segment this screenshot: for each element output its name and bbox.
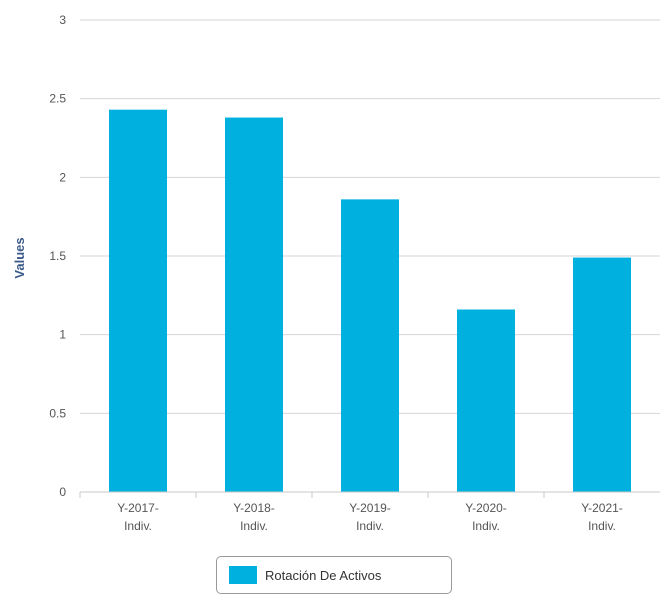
y-tick-label: 2.5 <box>49 92 66 106</box>
x-tick-label: Y-2020- <box>465 501 507 515</box>
x-axis-ticks: Y-2017- Indiv. Y-2018- Indiv. Y-2019- Indiv. Y… <box>117 501 623 533</box>
y-tick-label: 0.5 <box>49 406 66 420</box>
y-tick-label: 0 <box>59 485 66 499</box>
y-tick-label: 3 <box>59 13 66 27</box>
bars <box>109 109 631 493</box>
y-tick-label: 1 <box>59 328 66 342</box>
x-tick-label: Indiv. <box>588 519 616 533</box>
legend[interactable]: Rotación De Activos <box>216 556 452 594</box>
bar[interactable] <box>457 309 515 492</box>
y-axis-ticks: 0 0.5 1 1.5 2 2.5 3 <box>49 13 66 499</box>
x-tick-label: Indiv. <box>356 519 384 533</box>
y-tick-label: 1.5 <box>49 249 66 263</box>
x-tick-label: Y-2017- <box>117 501 159 515</box>
legend-label-rotacion-de-activos: Rotación De Activos <box>265 567 382 583</box>
x-tick-label: Y-2018- <box>233 501 275 515</box>
x-tick-label: Y-2021- <box>581 501 623 515</box>
x-tick-label: Y-2019- <box>349 501 391 515</box>
bar[interactable] <box>573 257 631 492</box>
x-tick-label: Indiv. <box>240 519 268 533</box>
legend-swatch <box>229 566 257 584</box>
x-axis <box>79 491 660 498</box>
y-tick-label: 2 <box>59 170 66 184</box>
x-tick-label: Indiv. <box>472 519 500 533</box>
bar[interactable] <box>109 109 167 493</box>
bar[interactable] <box>225 117 283 493</box>
y-axis-title: Values <box>12 237 27 278</box>
bar[interactable] <box>341 199 399 493</box>
x-tick-label: Indiv. <box>124 519 152 533</box>
